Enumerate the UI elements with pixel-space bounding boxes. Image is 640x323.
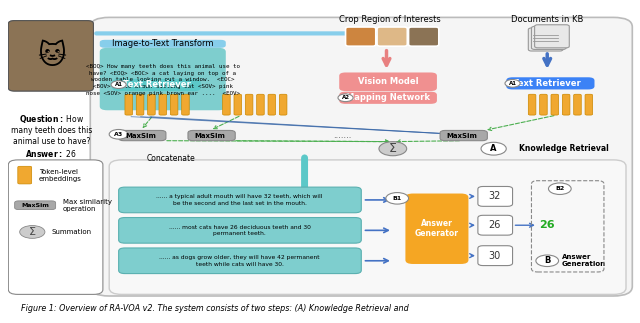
- Text: B2: B2: [556, 186, 564, 191]
- Circle shape: [20, 225, 45, 238]
- Text: Crop Region of Interests: Crop Region of Interests: [339, 15, 440, 24]
- Text: A: A: [490, 144, 497, 153]
- Text: Summation: Summation: [51, 229, 92, 235]
- Text: ...... as dogs grow older, they will have 42 permanent
teeth while cats will hav: ...... as dogs grow older, they will hav…: [159, 255, 320, 266]
- Text: Max similarity
operation: Max similarity operation: [63, 199, 111, 212]
- FancyBboxPatch shape: [118, 130, 166, 141]
- FancyBboxPatch shape: [339, 92, 437, 104]
- FancyBboxPatch shape: [109, 160, 626, 294]
- FancyBboxPatch shape: [506, 77, 595, 89]
- FancyBboxPatch shape: [18, 166, 31, 184]
- Text: Mapping Network: Mapping Network: [346, 93, 430, 102]
- Text: ...... most cats have 26 deciduous teeth and 30
permanent teeth.: ...... most cats have 26 deciduous teeth…: [169, 224, 310, 236]
- FancyBboxPatch shape: [534, 25, 570, 48]
- FancyBboxPatch shape: [528, 94, 536, 115]
- Circle shape: [109, 130, 128, 139]
- Text: A1: A1: [509, 81, 516, 86]
- Text: A1: A1: [115, 82, 123, 87]
- FancyBboxPatch shape: [118, 217, 362, 243]
- Text: Documents in KB: Documents in KB: [511, 15, 584, 24]
- FancyBboxPatch shape: [182, 94, 189, 115]
- FancyBboxPatch shape: [585, 94, 593, 115]
- FancyBboxPatch shape: [90, 17, 632, 296]
- Text: Concatenate: Concatenate: [147, 154, 196, 163]
- FancyBboxPatch shape: [188, 130, 236, 141]
- FancyBboxPatch shape: [113, 79, 200, 91]
- FancyBboxPatch shape: [551, 94, 559, 115]
- FancyBboxPatch shape: [148, 94, 155, 115]
- Text: A3: A3: [114, 132, 124, 137]
- FancyBboxPatch shape: [159, 94, 166, 115]
- FancyBboxPatch shape: [531, 26, 566, 49]
- Circle shape: [548, 183, 571, 194]
- Text: Token-level
embeddings: Token-level embeddings: [38, 169, 81, 182]
- FancyBboxPatch shape: [8, 160, 103, 294]
- FancyBboxPatch shape: [563, 94, 570, 115]
- FancyBboxPatch shape: [440, 130, 487, 141]
- FancyBboxPatch shape: [245, 94, 253, 115]
- Text: 🐱: 🐱: [36, 42, 66, 70]
- Text: 26: 26: [489, 220, 501, 230]
- Text: A2: A2: [342, 95, 349, 100]
- FancyBboxPatch shape: [8, 21, 93, 91]
- Text: B1: B1: [392, 196, 402, 201]
- FancyBboxPatch shape: [100, 48, 226, 110]
- FancyBboxPatch shape: [478, 186, 513, 206]
- FancyBboxPatch shape: [540, 94, 547, 115]
- Text: ...... a typical adult mouth will have 32 teeth, which will
be the second and th: ...... a typical adult mouth will have 3…: [156, 194, 323, 206]
- Text: 26: 26: [540, 220, 555, 230]
- Text: MaxSim: MaxSim: [195, 132, 225, 139]
- Text: Figure 1: Overview of RA-VOA v2. The system consists of two steps: (A) Knowledge: Figure 1: Overview of RA-VOA v2. The sys…: [21, 304, 409, 313]
- FancyBboxPatch shape: [170, 94, 178, 115]
- FancyBboxPatch shape: [339, 72, 437, 91]
- FancyBboxPatch shape: [257, 94, 264, 115]
- Text: MaxSim: MaxSim: [125, 132, 156, 139]
- Circle shape: [536, 255, 559, 266]
- FancyBboxPatch shape: [573, 94, 581, 115]
- Text: 30: 30: [489, 251, 501, 261]
- Text: MaxSim: MaxSim: [447, 132, 477, 139]
- Circle shape: [386, 193, 408, 204]
- Circle shape: [481, 142, 506, 155]
- FancyBboxPatch shape: [8, 21, 93, 91]
- Circle shape: [505, 79, 520, 87]
- FancyBboxPatch shape: [408, 27, 439, 46]
- Text: Σ: Σ: [29, 227, 36, 237]
- FancyBboxPatch shape: [136, 94, 144, 115]
- Text: Knowledge Retrieval: Knowledge Retrieval: [519, 144, 609, 153]
- FancyBboxPatch shape: [377, 27, 407, 46]
- Text: Image-to-Text Transform: Image-to-Text Transform: [112, 39, 214, 48]
- Text: 32: 32: [489, 192, 501, 202]
- FancyBboxPatch shape: [100, 40, 226, 48]
- Circle shape: [379, 142, 406, 156]
- Text: Text Retriever: Text Retriever: [513, 79, 581, 88]
- FancyBboxPatch shape: [346, 27, 376, 46]
- Text: $\bf{Question:}$ How
many teeth does this
animal use to have?
$\bf{Answer:}$ 26: $\bf{Question:}$ How many teeth does thi…: [10, 113, 92, 159]
- Text: Vision Model: Vision Model: [358, 77, 419, 86]
- FancyBboxPatch shape: [528, 28, 563, 51]
- FancyBboxPatch shape: [478, 215, 513, 235]
- Text: B: B: [544, 256, 550, 265]
- Text: Text Retriever: Text Retriever: [123, 80, 190, 89]
- FancyBboxPatch shape: [223, 94, 230, 115]
- FancyBboxPatch shape: [118, 248, 362, 274]
- FancyBboxPatch shape: [280, 94, 287, 115]
- Text: Answer
Generation: Answer Generation: [562, 254, 606, 267]
- Text: MaxSim: MaxSim: [21, 203, 49, 208]
- FancyBboxPatch shape: [234, 94, 241, 115]
- Text: .......: .......: [333, 131, 351, 140]
- FancyBboxPatch shape: [125, 94, 132, 115]
- Circle shape: [111, 81, 126, 89]
- Circle shape: [338, 94, 353, 102]
- Text: Σ: Σ: [389, 142, 397, 155]
- FancyBboxPatch shape: [118, 187, 362, 213]
- FancyBboxPatch shape: [405, 193, 468, 264]
- Text: <BOQ> How many teeth does this animal use to
have? <EOQ> <BOC> a cat laying on t: <BOQ> How many teeth does this animal us…: [86, 64, 240, 96]
- Text: Answer
Generator: Answer Generator: [415, 219, 459, 238]
- FancyBboxPatch shape: [478, 246, 513, 266]
- FancyBboxPatch shape: [15, 201, 56, 210]
- FancyBboxPatch shape: [268, 94, 276, 115]
